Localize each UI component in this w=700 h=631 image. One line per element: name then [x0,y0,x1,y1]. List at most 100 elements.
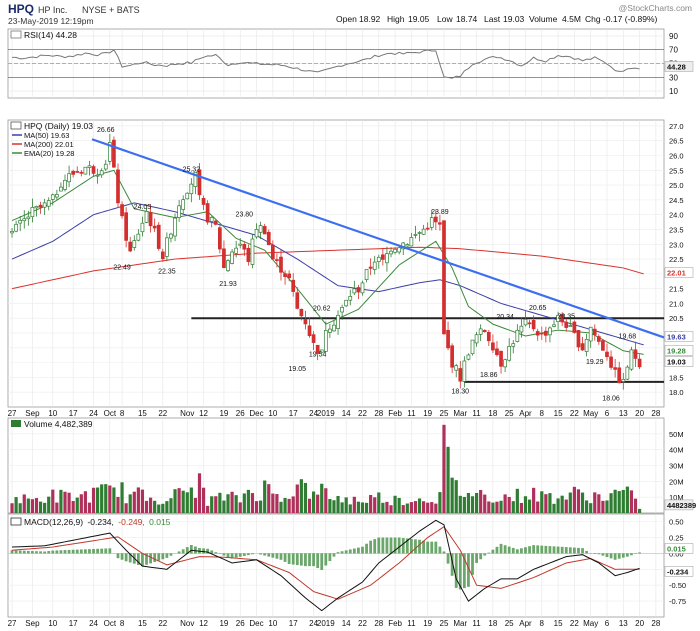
volume-bar [585,500,589,513]
candle-body [466,354,471,360]
candle-body [405,244,410,247]
x-tick-label: 17 [69,409,78,418]
macd-histogram-bar [475,553,478,563]
volume-bar [299,479,303,513]
x-tick-label: 25 [440,619,449,628]
candle-body [360,282,365,294]
x-tick-label: 8 [120,409,125,418]
price-annotation: 18.06 [602,395,620,402]
volume-bar [405,503,409,513]
candle-body [152,225,157,229]
macd-histogram-bar [630,553,633,556]
macd-histogram-bar [153,553,157,563]
volume-bar [181,490,185,513]
volume-bar [116,496,120,513]
macd-histogram-bar [524,547,527,554]
candle-body [429,217,434,228]
close-badge: 19.03 [667,358,686,367]
price-series [10,133,665,390]
volume-bar [503,494,507,513]
price-annotations: 26.66 25.32 24.05 23.80 22.49 22.35 21.93 20.62… [97,127,636,402]
volume-bar [360,502,365,513]
macd-histogram-bar [540,545,544,554]
macd-histogram-bar [426,541,430,554]
candle-body [503,359,507,368]
price-annotation: 19.54 [309,352,327,359]
macd-histogram-bar [438,546,442,554]
volume-bar [495,501,499,513]
volume-bar [609,493,613,513]
candle-body [495,348,499,356]
candle-body [213,220,218,225]
macd-histogram-bar [601,553,605,556]
volume-bar [328,499,332,513]
volume-bar [409,502,413,513]
volume-bar [576,489,581,513]
y-axis-labels: 907050301027.026.526.025.525.024.524.023… [669,32,686,606]
candle-body [311,334,316,343]
volume-bar [132,491,136,513]
volume-bar [434,503,438,513]
macd-histogram-bar [299,553,303,566]
price-tick-label: 27.0 [669,122,684,131]
price-annotation: 24.05 [134,204,152,211]
ma200-legend: MA(200) 22.01 [24,140,74,149]
x-tick-label: May [583,409,598,418]
volume-bar [426,502,430,513]
candle-body [103,163,108,170]
price-annotation: 19.05 [289,366,307,373]
candle-body [34,205,39,209]
price-tick-label: 25.0 [669,181,684,190]
macd-line [12,519,640,612]
price-tick-label: 23.5 [669,225,684,234]
macd-signal-line [11,526,640,600]
price-tick-label: 22.5 [669,255,684,264]
macd-panel [7,513,665,618]
candle-body [319,349,324,353]
candle-body [128,241,133,252]
x-tick-label: 19 [219,619,228,628]
price-annotation: 22.49 [113,264,131,271]
x-tick-label: 25 [440,409,449,418]
rsi-tick-label: 70 [669,46,678,55]
macd-histogram-bar [638,552,641,554]
x-tick-label: 13 [619,619,628,628]
macd-histogram-bar [430,541,434,554]
volume-bar [222,500,226,513]
x-tick-label: 22 [570,409,579,418]
macd-histogram-bar [442,551,446,554]
candle-body [26,216,31,220]
volume-bar [352,496,356,513]
quote-volume: 4.5M [562,14,581,24]
x-tick-label: 10 [48,619,57,628]
candle-body [10,231,14,234]
volume-bar [279,501,283,513]
macd-histogram-bar [621,553,625,558]
price-annotation: 22.35 [158,269,176,276]
volume-bar [263,480,267,513]
macd-histogram-bar [136,553,140,565]
volume-bar [340,502,344,513]
x-tick-label: 11 [472,409,481,418]
candle-body [548,327,552,336]
volume-bar [165,501,169,513]
macd-histogram-bar [405,538,409,554]
macd-histogram-bar [467,553,470,587]
volume-bar [507,496,511,513]
price-annotation: 20.65 [529,305,547,312]
candle-body [177,205,181,218]
volume-bar [556,498,560,513]
candle-body [544,330,548,336]
candle-body [250,238,255,265]
x-tick-label: 19 [423,409,432,418]
macd-series [10,519,641,612]
volume-series [10,424,642,513]
volume-bar [589,503,593,513]
macd-histogram-bar [202,548,205,554]
volume-bar [307,498,312,513]
candle-body [165,237,169,257]
macd-histogram-bar [26,550,30,554]
quote-chg: -0.17 (-0.89%) [603,14,657,24]
volume-bar [59,489,63,513]
volume-legend-text: Volume 4,482,389 [24,419,93,429]
